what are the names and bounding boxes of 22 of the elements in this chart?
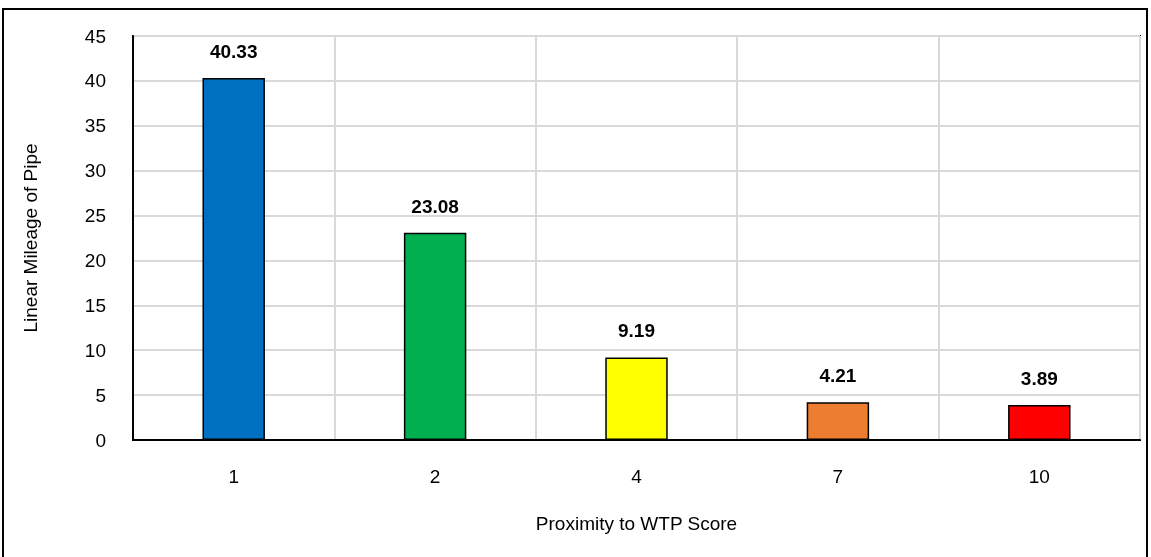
x-axis-title: Proximity to WTP Score [535,513,738,534]
data-label: 40.33 [209,40,258,62]
y-tick-label: 35 [84,115,106,137]
y-tick-label: 40 [84,70,106,92]
x-tick-label: 10 [1028,466,1050,487]
data-label: 23.08 [411,195,459,217]
y-tick-label: 0 [95,429,106,451]
x-tick-label: 7 [832,466,844,487]
y-tick-label: 15 [84,294,106,316]
data-label: 4.21 [819,365,857,387]
y-tick-label: 5 [95,384,106,406]
x-tick-label: 2 [429,466,441,487]
data-label: 3.89 [1020,368,1058,390]
y-axis-title: Linear Mileage of Pipe [20,143,41,333]
y-tick-label: 20 [84,249,106,271]
x-tick-label: 1 [228,466,239,487]
x-tick-label: 4 [631,466,643,487]
y-tick-label: 30 [84,160,106,182]
data-label: 9.19 [618,320,655,342]
y-tick-label: 25 [84,205,106,227]
y-tick-label: 10 [84,339,106,361]
y-tick-label: 45 [84,25,106,47]
